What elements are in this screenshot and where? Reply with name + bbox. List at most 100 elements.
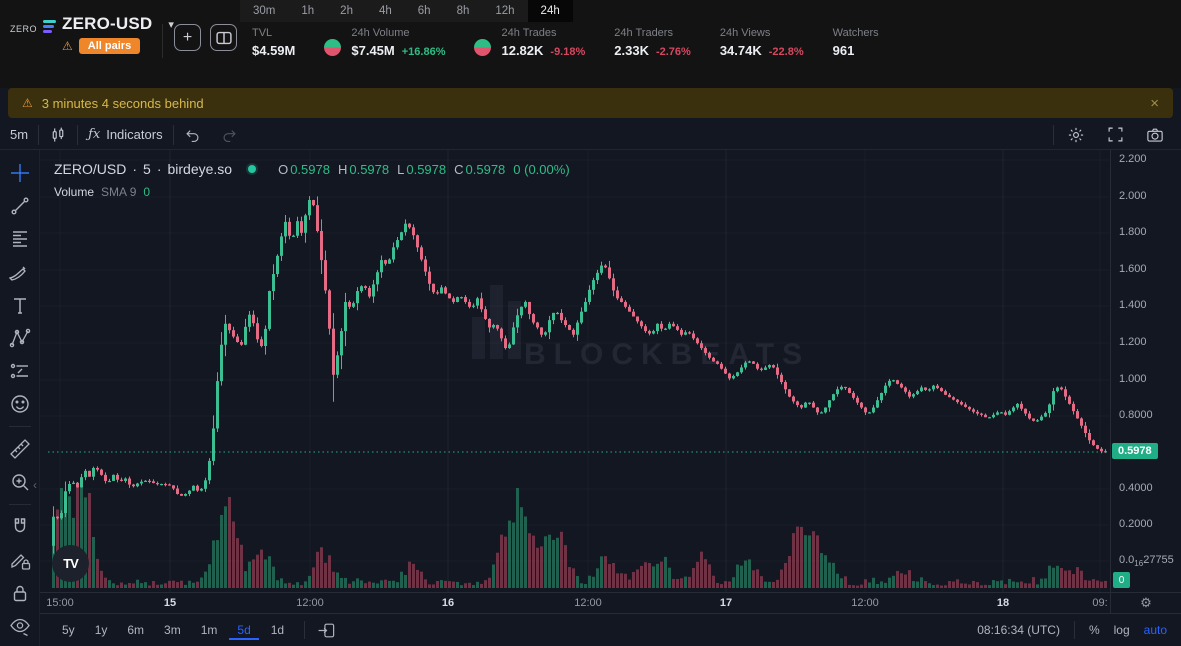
tradingview-logo[interactable]: TV [52, 545, 89, 582]
stay-drawing-mode-button[interactable] [6, 546, 34, 574]
stat-24h-volume: 24h Volume $7.45M +16.86% [324, 27, 445, 58]
measure-tool[interactable] [6, 435, 34, 463]
pair-title[interactable]: ZERO-USD [62, 14, 153, 33]
auto-scale-button[interactable]: auto [1143, 623, 1167, 637]
bottom-toolbar: 5y 1y 6m 3m 1m 5d 1d 08:16:34 (UTC) % log auto [40, 613, 1181, 646]
stat-change: -22.8% [768, 46, 804, 58]
chart-style-button[interactable] [39, 120, 77, 150]
close-value: 0.5978 [465, 161, 506, 177]
timeframe-tab-1h[interactable]: 1h [301, 5, 315, 17]
delay-warning-banner: ⚠ 3 minutes 4 seconds behind × [8, 88, 1173, 118]
forecast-icon [10, 363, 28, 379]
delay-warning-message: 3 minutes 4 seconds behind [41, 95, 204, 111]
lock-drawings-button[interactable] [6, 579, 34, 607]
undo-button[interactable] [174, 120, 211, 150]
magnet-mode-button[interactable] [6, 513, 34, 541]
timeframe-tab-4h[interactable]: 4h [378, 5, 392, 17]
trend-line-tool[interactable] [6, 192, 34, 220]
chevron-down-icon[interactable]: ▾ [168, 18, 174, 31]
range-button-6m[interactable]: 6m [127, 623, 145, 637]
add-button[interactable]: + [174, 24, 201, 51]
divider [1073, 621, 1075, 639]
text-tool[interactable] [6, 291, 34, 319]
high-key: H [337, 161, 348, 177]
stat-label: 24h Views [719, 27, 771, 39]
clock[interactable]: 08:16:34 (UTC) [977, 623, 1060, 637]
range-button-1y[interactable]: 1y [94, 623, 108, 637]
split-view-button[interactable] [210, 24, 237, 51]
range-button-5y[interactable]: 5y [62, 623, 75, 637]
log-scale-button[interactable]: log [1113, 623, 1130, 637]
date-range-buttons: 5y 1y 6m 3m 1m 5d 1d [54, 620, 292, 640]
close-icon[interactable]: × [1150, 94, 1159, 112]
interval-button[interactable]: 5m [10, 127, 29, 142]
zoom-in-icon [11, 474, 28, 491]
stat-watchers: Watchers 961 [833, 27, 879, 58]
forecast-tool[interactable] [6, 357, 34, 385]
fib-retracement-tool[interactable] [6, 225, 34, 253]
token-logo-text: ZERO [10, 24, 38, 34]
header: ZERO ZERO-USD ▾ ⚠ All pairs + 30m 1h 2h 4h 6… [0, 0, 1181, 88]
volume-indicator-label[interactable]: Volume [54, 185, 95, 199]
price-axis-label: 1.000 [1119, 373, 1147, 385]
legend-separator: · [156, 161, 162, 177]
range-button-1m[interactable]: 1m [200, 623, 218, 637]
stat-label: TVL [252, 27, 273, 39]
time-axis[interactable]: 15:00 15 12:00 16 12:00 17 12:00 18 09: [40, 592, 1110, 613]
divider [77, 124, 79, 145]
range-button-1d[interactable]: 1d [270, 623, 285, 637]
timeframe-tab-24h[interactable]: 24h [527, 0, 573, 22]
volume-value: 0 [143, 185, 151, 199]
go-to-date-button[interactable] [317, 621, 336, 640]
range-button-3m[interactable]: 3m [164, 623, 181, 637]
time-axis-label: 12:00 [851, 597, 879, 609]
zoom-in-tool[interactable] [6, 468, 34, 496]
chart-pane[interactable]: BLOCKBEATS ZERO/USD · 5 · birdeye.so O 0.… [40, 150, 1110, 592]
redo-button[interactable] [211, 120, 248, 150]
all-pairs-badge[interactable]: All pairs [78, 38, 141, 54]
emoji-icon [10, 395, 29, 413]
fullscreen-button[interactable] [1098, 120, 1133, 150]
divider [1053, 124, 1054, 145]
current-price-badge: 0.5978 [1112, 443, 1158, 459]
pattern-tool[interactable] [6, 324, 34, 352]
price-axis-label: 0.8000 [1119, 409, 1153, 421]
stat-label: Watchers [832, 27, 879, 39]
fib-retracement-icon [12, 231, 27, 247]
eye-icon [9, 618, 30, 637]
price-axis-label: 1.600 [1119, 263, 1147, 275]
timeframe-tab-8h[interactable]: 8h [456, 5, 470, 17]
open-key: O [278, 161, 289, 177]
divider [8, 504, 31, 505]
token-logo[interactable]: ZERO ZERO-USD ▾ ⚠ All pairs [10, 14, 174, 54]
brush-tool[interactable] [6, 258, 34, 286]
candlestick-icon [52, 127, 64, 142]
timeframe-tab-2h[interactable]: 2h [340, 5, 353, 17]
low-value: 0.5978 [406, 161, 447, 177]
range-button-5d[interactable]: 5d [229, 620, 259, 640]
stat-change: -9.18% [550, 46, 586, 58]
redo-icon [223, 130, 236, 143]
sidebar-collapse-arrow[interactable]: ‹ [33, 478, 37, 492]
screenshot-button[interactable] [1137, 120, 1173, 150]
emoji-tool[interactable] [6, 390, 34, 418]
stat-24h-views: 24h Views 34.74K -22.8% [720, 27, 804, 58]
timeframe-tab-30m[interactable]: 30m [253, 5, 276, 17]
hide-drawings-button[interactable] [6, 612, 34, 640]
token-logo-icon [43, 20, 57, 33]
axis-settings-corner[interactable]: ⚙ [1110, 592, 1181, 613]
settings-button[interactable] [1058, 120, 1094, 150]
legend-symbol[interactable]: ZERO/USD [54, 161, 127, 177]
watermark: BLOCKBEATS [524, 338, 811, 371]
crosshair-tool[interactable] [6, 159, 34, 187]
candlestick-chart[interactable] [40, 150, 1110, 592]
percent-scale-button[interactable]: % [1088, 623, 1100, 637]
indicators-button[interactable]: ƒx Indicators [78, 120, 173, 150]
stat-label: 24h Volume [351, 27, 410, 39]
price-axis[interactable]: 0.5978 0 2.200 2.000 1.800 1.600 1.400 1.200 1… [1110, 150, 1181, 592]
change-value: 0 (0.00%) [513, 161, 570, 177]
timeframe-tab-12h[interactable]: 12h [495, 5, 515, 17]
divider [304, 621, 306, 639]
timeframe-tab-6h[interactable]: 6h [417, 5, 431, 17]
time-axis-label: 15 [163, 597, 177, 609]
